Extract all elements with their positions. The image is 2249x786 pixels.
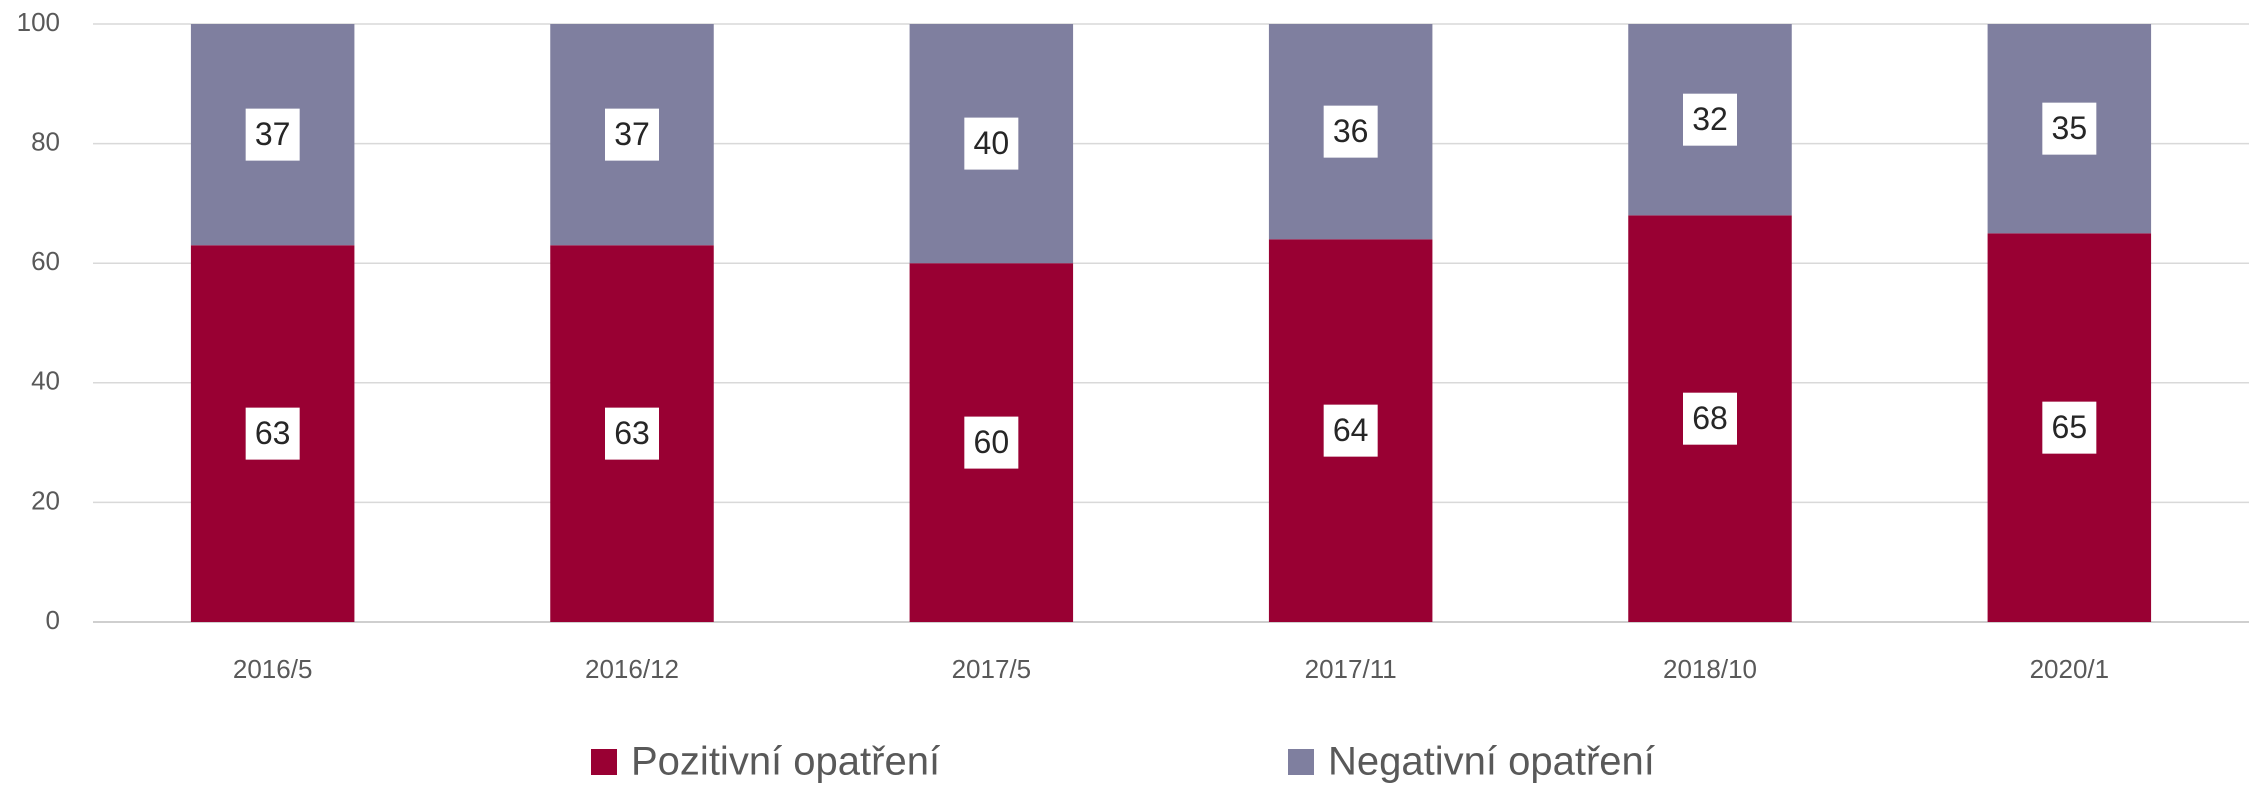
- x-tick-label: 2017/11: [1305, 654, 1397, 684]
- legend-label: Negativní opatření: [1328, 740, 1655, 784]
- y-tick-label: 40: [31, 366, 60, 396]
- legend-swatch: [591, 749, 617, 775]
- data-label: 63: [255, 415, 291, 451]
- x-tick-label: 2018/10: [1663, 654, 1757, 684]
- data-label-box: [245, 108, 300, 161]
- data-label-box: [964, 416, 1019, 469]
- data-label: 68: [1692, 400, 1728, 436]
- y-tick-label: 100: [17, 7, 60, 37]
- data-label: 37: [614, 116, 650, 152]
- y-tick-label: 60: [31, 246, 60, 276]
- data-label: 64: [1333, 412, 1369, 448]
- y-tick-label: 0: [46, 605, 60, 635]
- y-tick-label: 20: [31, 485, 60, 515]
- data-label: 65: [2052, 409, 2088, 445]
- x-tick-label: 2016/12: [585, 654, 679, 684]
- data-label-box: [2042, 102, 2097, 155]
- data-label: 35: [2052, 110, 2088, 146]
- data-label: 63: [614, 415, 650, 451]
- data-label-box: [605, 407, 659, 460]
- data-label-box: [1323, 105, 1378, 158]
- data-label: 60: [974, 424, 1010, 460]
- data-label-box: [1683, 93, 1737, 146]
- data-label-box: [245, 407, 300, 460]
- x-tick-label: 2020/1: [2030, 654, 2110, 684]
- x-tick-label: 2017/5: [952, 654, 1032, 684]
- data-label: 40: [974, 125, 1010, 161]
- data-label-box: [2042, 401, 2097, 454]
- data-label: 37: [255, 116, 291, 152]
- data-label-box: [1683, 392, 1737, 445]
- data-label: 36: [1333, 113, 1369, 149]
- y-tick-label: 80: [31, 126, 60, 156]
- data-label-box: [605, 108, 659, 161]
- data-label: 32: [1692, 101, 1728, 137]
- legend-swatch: [1288, 749, 1314, 775]
- x-tick-label: 2016/5: [233, 654, 313, 684]
- data-label-box: [964, 117, 1019, 170]
- data-label-box: [1323, 404, 1378, 457]
- legend-label: Pozitivní opatření: [631, 740, 940, 784]
